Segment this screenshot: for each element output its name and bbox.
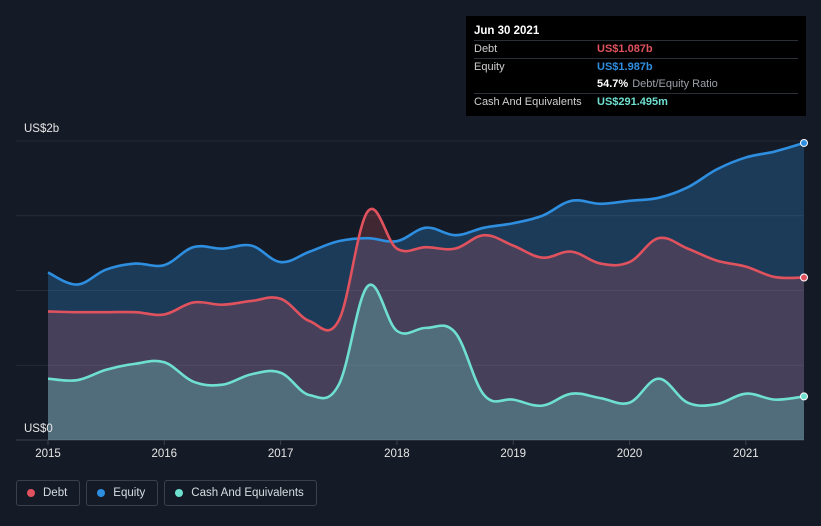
end-point-equity xyxy=(800,138,808,147)
area-equity xyxy=(48,142,804,440)
series-lines xyxy=(47,141,805,408)
end-point-cash xyxy=(800,392,808,401)
legend-label-cash: Cash And Equivalents xyxy=(191,487,304,499)
legend-dot-cash xyxy=(175,489,184,497)
tooltip-debt-label: Debt xyxy=(474,43,498,55)
legend-label-debt: Debt xyxy=(43,487,68,499)
x-tick-label: 2019 xyxy=(500,448,526,460)
legend-item-debt[interactable]: Debt xyxy=(16,480,81,506)
x-tick-label: 2020 xyxy=(617,448,643,460)
x-tick-label: 2018 xyxy=(384,448,410,460)
tooltip-panel: Jun 30 2021 Debt US$1.087b Equity US$1.9… xyxy=(466,16,806,116)
area-debt xyxy=(48,208,804,440)
x-tick-label: 2016 xyxy=(152,448,178,460)
tooltip-cash-label: Cash And Equivalents xyxy=(474,96,582,108)
tooltip-debt-value: US$1.087b xyxy=(597,43,653,55)
tooltip-debt-row: Debt US$1.087b xyxy=(474,40,798,58)
tooltip-equity-value: US$1.987b xyxy=(597,61,653,73)
legend-label-equity: Equity xyxy=(113,487,146,499)
x-tick-label: 2017 xyxy=(268,448,294,460)
tooltip-date: Jun 30 2021 xyxy=(474,25,540,37)
line-cash xyxy=(47,283,805,408)
area-cash xyxy=(48,284,804,440)
tooltip-cash-value: US$291.495m xyxy=(597,96,668,108)
end-points xyxy=(800,138,808,401)
tooltip-equity-label: Equity xyxy=(474,61,505,73)
x-tick-label: 2021 xyxy=(733,448,759,460)
grid-lines xyxy=(16,140,804,441)
line-debt xyxy=(47,207,805,332)
legend-item-cash[interactable]: Cash And Equivalents xyxy=(164,480,317,506)
legend-dot-debt xyxy=(27,489,35,497)
y-axis-bottom-label: US$0 xyxy=(24,423,53,435)
tooltip-ratio-value: 54.7% xyxy=(597,78,629,90)
line-equity xyxy=(47,141,805,286)
x-axis-ticks: 2015 2016 2017 2018 2019 2020 2021 xyxy=(35,440,759,460)
legend: Debt Equity Cash And Equivalents xyxy=(16,480,317,506)
y-axis-top-label: US$2b xyxy=(24,123,59,135)
tooltip-equity-row: Equity US$1.987b xyxy=(474,58,798,76)
end-point-debt xyxy=(800,273,808,282)
tooltip-ratio-row: 54.7% Debt/Equity Ratio xyxy=(474,76,798,93)
legend-dot-equity xyxy=(97,489,106,497)
legend-item-equity[interactable]: Equity xyxy=(86,480,159,506)
tooltip-cash-row: Cash And Equivalents US$291.495m xyxy=(474,93,798,111)
tooltip-ratio-label: Debt/Equity Ratio xyxy=(632,78,718,90)
series-areas xyxy=(48,142,804,440)
x-tick-label: 2015 xyxy=(35,448,61,460)
